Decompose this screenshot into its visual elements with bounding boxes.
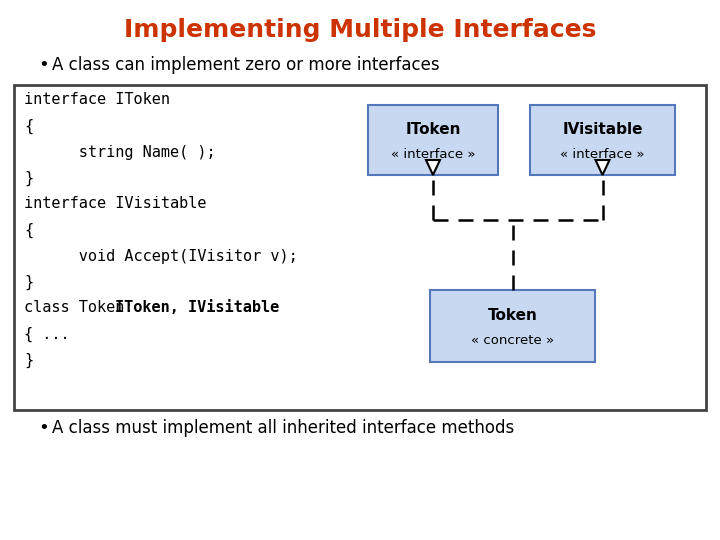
- Text: }: }: [24, 171, 33, 186]
- Text: void Accept(IVisitor v);: void Accept(IVisitor v);: [24, 248, 298, 264]
- Text: A class can implement zero or more interfaces: A class can implement zero or more inter…: [52, 56, 440, 74]
- Text: •: •: [38, 419, 49, 437]
- Text: « concrete »: « concrete »: [471, 334, 554, 347]
- Text: IToken, IVisitable: IToken, IVisitable: [115, 300, 279, 315]
- Text: {: {: [24, 118, 33, 133]
- Text: {: {: [24, 222, 33, 238]
- Text: { ...: { ...: [24, 326, 70, 342]
- Text: class Token:: class Token:: [24, 300, 143, 315]
- Text: interface IToken: interface IToken: [24, 92, 170, 107]
- Text: string Name( );: string Name( );: [24, 145, 215, 159]
- FancyBboxPatch shape: [530, 105, 675, 175]
- Polygon shape: [595, 160, 610, 175]
- Text: IToken: IToken: [405, 122, 461, 137]
- FancyBboxPatch shape: [14, 85, 706, 410]
- FancyBboxPatch shape: [368, 105, 498, 175]
- Text: Token: Token: [487, 308, 537, 323]
- Text: interface IVisitable: interface IVisitable: [24, 197, 207, 212]
- FancyBboxPatch shape: [430, 290, 595, 362]
- Text: « interface »: « interface »: [560, 147, 644, 160]
- Text: A class must implement all inherited interface methods: A class must implement all inherited int…: [52, 419, 514, 437]
- Text: « interface »: « interface »: [391, 147, 475, 160]
- Text: }: }: [24, 274, 33, 289]
- Text: }: }: [24, 353, 33, 368]
- Polygon shape: [426, 160, 440, 175]
- Text: Implementing Multiple Interfaces: Implementing Multiple Interfaces: [124, 18, 596, 42]
- Text: •: •: [38, 56, 49, 74]
- Text: IVisitable: IVisitable: [562, 122, 643, 137]
